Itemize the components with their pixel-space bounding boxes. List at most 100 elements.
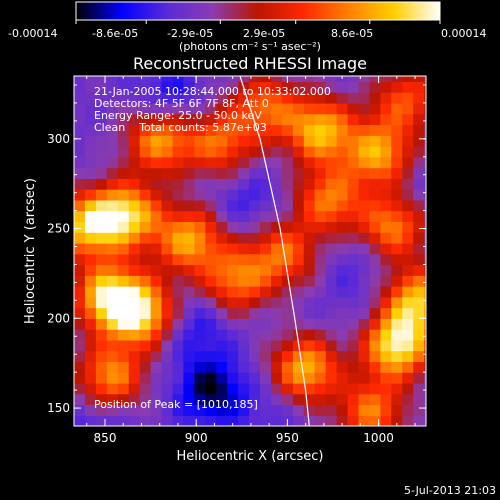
heatmap-cell	[117, 296, 130, 309]
heatmap-cell	[369, 156, 381, 169]
heatmap-cell	[216, 146, 228, 158]
heatmap-cell	[128, 113, 141, 126]
heatmap-cell	[260, 178, 272, 190]
heatmap-cell	[161, 404, 173, 416]
timestamp: 5-Jul-2013 21:03	[404, 484, 496, 497]
heatmap-cell	[139, 275, 152, 287]
heatmap-cell	[128, 156, 141, 169]
heatmap-cell	[358, 393, 370, 406]
heatmap-cell	[150, 167, 163, 179]
heatmap-cell	[139, 156, 152, 169]
heatmap-cell	[358, 113, 370, 126]
heatmap-cell	[74, 307, 86, 319]
heatmap-cell	[347, 113, 360, 126]
heatmap-cell	[205, 275, 217, 287]
heatmap-cell	[391, 156, 403, 169]
heatmap-cell	[336, 102, 349, 115]
heatmap-cell	[336, 361, 349, 373]
heatmap-cell	[139, 76, 152, 82]
heatmap-cell	[424, 318, 426, 330]
heatmap-cell	[84, 189, 97, 201]
heatmap-cell	[292, 199, 305, 212]
heatmap-cell	[271, 329, 283, 341]
heatmap-cell	[271, 242, 283, 255]
heatmap-cell	[74, 146, 86, 158]
heatmap-cell	[358, 135, 370, 147]
heatmap-cell	[194, 275, 206, 287]
heatmap-cell	[95, 232, 108, 244]
heatmap-cell	[413, 264, 425, 276]
heatmap-cell	[128, 167, 141, 179]
heatmap-cell	[325, 307, 338, 319]
heatmap-cell	[95, 372, 108, 384]
heatmap-cell	[150, 146, 163, 158]
heatmap-cell	[281, 275, 294, 287]
y-axis-label: Heliocentric Y (arcsec)	[23, 178, 38, 324]
heatmap-cell	[194, 210, 206, 222]
heatmap-cell	[325, 76, 338, 82]
heatmap-cell	[369, 329, 381, 341]
heatmap-cell	[369, 275, 381, 287]
heatmap-cell	[106, 102, 119, 115]
heatmap-cell	[183, 156, 195, 169]
heatmap-cell	[161, 146, 173, 158]
heatmap-cell	[117, 113, 130, 126]
heatmap-cell	[183, 167, 195, 179]
heatmap-cell	[402, 242, 414, 255]
heatmap-cell	[271, 286, 283, 298]
heatmap-cell	[391, 350, 403, 362]
heatmap-cell	[172, 232, 184, 244]
heatmap-cell	[260, 361, 272, 373]
heatmap-cell	[325, 199, 338, 212]
heatmap-cell	[183, 372, 195, 384]
heatmap-cell	[117, 415, 130, 426]
heatmap-cell	[358, 361, 370, 373]
heatmap-cell	[271, 275, 283, 287]
heatmap-cell	[424, 253, 426, 266]
heatmap-cell	[84, 329, 97, 341]
heatmap-cell	[172, 210, 184, 222]
heatmap-cell	[292, 264, 305, 276]
heatmap-cell	[260, 296, 272, 309]
heatmap-cell	[402, 415, 414, 426]
heatmap-cell	[172, 372, 184, 384]
heatmap-cell	[117, 318, 130, 330]
heatmap-cell	[238, 393, 250, 406]
heatmap-cell	[74, 275, 86, 287]
heatmap-cell	[380, 221, 392, 233]
heatmap-cell	[380, 189, 392, 201]
heatmap-cell	[227, 102, 239, 115]
heatmap-cell	[249, 253, 261, 266]
heatmap-cell	[380, 146, 392, 158]
heatmap-cell	[150, 339, 163, 352]
heatmap-cell	[391, 307, 403, 319]
heatmap-cell	[402, 135, 414, 147]
heatmap-cell	[271, 318, 283, 330]
heatmap-cell	[183, 318, 195, 330]
heatmap-cell	[281, 286, 294, 298]
heatmap-cell	[172, 113, 184, 126]
heatmap-cell	[424, 404, 426, 416]
heatmap-cell	[413, 275, 425, 287]
heatmap-cell	[161, 92, 173, 104]
heatmap-cell	[271, 113, 283, 126]
heatmap-cell	[150, 156, 163, 169]
heatmap-cell	[424, 242, 426, 255]
heatmap-cell	[249, 361, 261, 373]
heatmap-cell	[117, 167, 130, 179]
heatmap-cell	[380, 81, 392, 93]
heatmap-cell	[413, 393, 425, 406]
heatmap-cell	[325, 350, 338, 362]
heatmap-cell	[281, 264, 294, 276]
heatmap-cell	[95, 253, 108, 266]
heatmap-cell	[117, 124, 130, 136]
heatmap-cell	[238, 253, 250, 266]
heatmap-cell	[74, 264, 86, 276]
heatmap-cell	[325, 189, 338, 201]
heatmap-cell	[413, 382, 425, 395]
heatmap-cell	[424, 178, 426, 190]
heatmap-cell	[391, 81, 403, 93]
heatmap-cell	[106, 382, 119, 395]
heatmap-cell	[139, 167, 152, 179]
heatmap-cell	[303, 199, 316, 212]
